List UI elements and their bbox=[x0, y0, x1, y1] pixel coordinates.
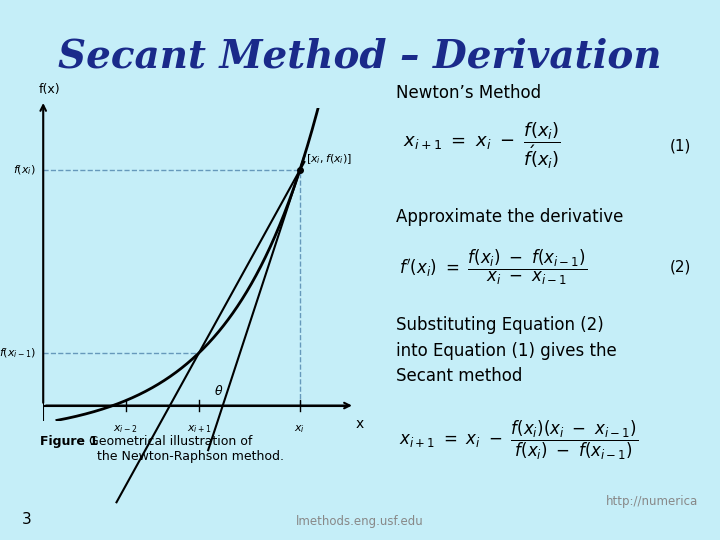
Text: Approximate the derivative: Approximate the derivative bbox=[396, 208, 624, 226]
Text: $f'(x_i)\ =\ \dfrac{f(x_i)\ -\ f(x_{i-1})}{x_i\ -\ x_{i-1}}$: $f'(x_i)\ =\ \dfrac{f(x_i)\ -\ f(x_{i-1}… bbox=[399, 248, 588, 287]
Text: http://numerica: http://numerica bbox=[606, 495, 698, 508]
Text: f(x): f(x) bbox=[39, 83, 60, 96]
Text: $x_{i-2}$: $x_{i-2}$ bbox=[113, 423, 138, 435]
Text: $x_{i+1}\ =\ x_i\ -\ \dfrac{f(x_i)}{f\'(x_i)}$: $x_{i+1}\ =\ x_i\ -\ \dfrac{f(x_i)}{f\'(… bbox=[403, 120, 562, 171]
Text: $x_{i+1}\ =\ x_i\ -\ \dfrac{f(x_i)(x_i\ -\ x_{i-1})}{f(x_i)\ -\ f(x_{i-1})}$: $x_{i+1}\ =\ x_i\ -\ \dfrac{f(x_i)(x_i\ … bbox=[399, 418, 638, 462]
Text: $x_i$: $x_i$ bbox=[294, 423, 305, 435]
Text: $x_{i+1}$: $x_{i+1}$ bbox=[186, 423, 212, 435]
Text: $\theta$: $\theta$ bbox=[215, 384, 224, 399]
Text: (2): (2) bbox=[670, 260, 691, 275]
Text: lmethods.eng.usf.edu: lmethods.eng.usf.edu bbox=[296, 515, 424, 528]
Text: Geometrical illustration of
   the Newton-Raphson method.: Geometrical illustration of the Newton-R… bbox=[85, 435, 284, 463]
Text: x: x bbox=[355, 417, 364, 431]
Text: 3: 3 bbox=[22, 511, 32, 526]
Text: $[x_i, f(x_i)]$: $[x_i, f(x_i)]$ bbox=[306, 152, 352, 166]
Text: (1): (1) bbox=[670, 138, 691, 153]
Text: Secant Method – Derivation: Secant Method – Derivation bbox=[58, 38, 662, 76]
Text: Figure 1: Figure 1 bbox=[40, 435, 98, 448]
Text: Substituting Equation (2)
into Equation (1) gives the
Secant method: Substituting Equation (2) into Equation … bbox=[396, 316, 617, 386]
Text: $f(x_{i-1})$: $f(x_{i-1})$ bbox=[0, 346, 36, 360]
Text: Newton’s Method: Newton’s Method bbox=[396, 84, 541, 102]
Text: $f(x_i)$: $f(x_i)$ bbox=[13, 164, 36, 177]
